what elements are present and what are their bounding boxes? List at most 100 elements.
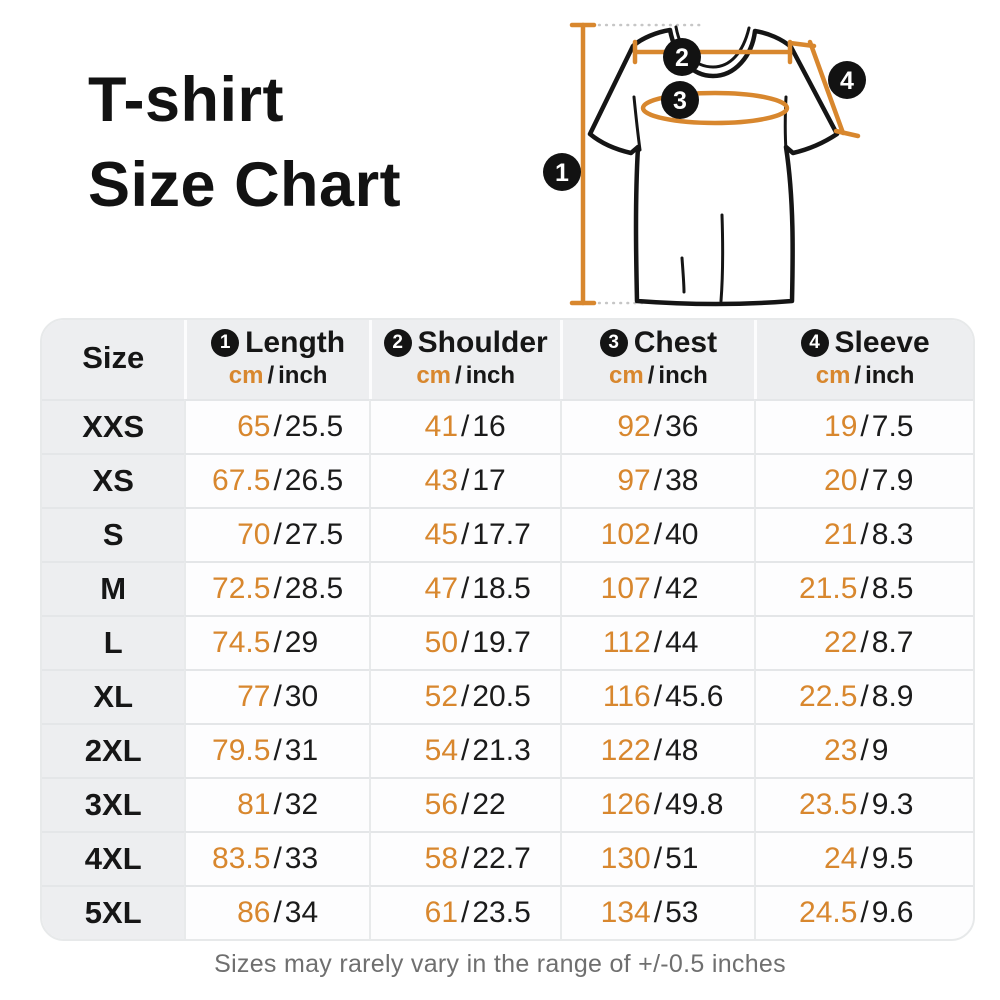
measurement-cell-chest: 97/38 (559, 453, 755, 507)
table-row: XXS 65/25.5 41/16 92/36 19/7.5 (42, 399, 973, 453)
table-row: 3XL 81/32 56/22 126/49.8 23.5/9.3 (42, 777, 973, 831)
measurement-cell-length: 74.5/29 (184, 615, 369, 669)
marker-2-icon: 2 (663, 38, 701, 76)
shoulder-label: Shoulder (417, 325, 548, 359)
marker-3-icon: 3 (661, 81, 699, 119)
shoulder-units: cm / inch (416, 361, 516, 389)
marker-4-badge-icon: 4 (800, 328, 829, 357)
marker-3-badge-icon: 3 (599, 328, 628, 357)
measurement-cell-sleeve: 24/9.5 (754, 831, 973, 885)
size-cell: 2XL (42, 723, 185, 777)
size-cell: L (42, 615, 185, 669)
shoulder-measure-line (632, 39, 793, 65)
measurement-cell-length: 86/34 (184, 885, 369, 939)
marker-1-badge-icon: 1 (211, 328, 240, 357)
size-cell: M (42, 561, 185, 615)
size-cell: XXS (42, 399, 185, 453)
length-units: cm / inch (228, 361, 328, 389)
measurement-cell-chest: 126/49.8 (559, 777, 755, 831)
size-table-container: Size 1 Length cm / inch (40, 318, 975, 941)
marker-4-icon: 4 (828, 61, 866, 99)
measurement-cell-shoulder: 61/23.5 (368, 885, 560, 939)
measurement-cell-shoulder: 45/17.7 (368, 507, 560, 561)
table-row: 2XL 79.5/31 54/21.3 122/48 23/9 (42, 723, 973, 777)
left-underarm-seam (632, 95, 642, 152)
sleeve-measure-line (787, 39, 861, 139)
measurement-cell-length: 65/25.5 (184, 399, 369, 453)
chest-units: cm / inch (609, 361, 708, 389)
table-row: XS 67.5/26.5 43/17 97/38 20/7.9 (42, 453, 973, 507)
size-column-header: Size (42, 320, 185, 399)
page-title-line1: T-shirt (88, 65, 285, 135)
measurement-cell-chest: 134/53 (559, 885, 755, 939)
measurement-cell-chest: 102/40 (559, 507, 755, 561)
size-table-body: XXS 65/25.5 41/16 92/36 19/7.5 XS 67.5/26.5 43/… (42, 399, 973, 939)
table-row: M 72.5/28.5 47/18.5 107/42 21.5/8.5 (42, 561, 973, 615)
tshirt-outline (587, 27, 840, 307)
size-table: Size 1 Length cm / inch (40, 318, 975, 941)
table-header-row: Size 1 Length cm / inch (42, 320, 973, 399)
size-cell: 4XL (42, 831, 185, 885)
measurement-cell-sleeve: 21/8.3 (754, 507, 973, 561)
measurement-cell-length: 77/30 (184, 669, 369, 723)
measurement-cell-shoulder: 52/20.5 (368, 669, 560, 723)
chest-column-header: 3 Chest cm / inch (559, 320, 755, 399)
table-row: 4XL 83.5/33 58/22.7 130/51 24/9.5 (42, 831, 973, 885)
measurement-cell-length: 67.5/26.5 (184, 453, 369, 507)
right-underarm-seam (783, 95, 788, 152)
measurement-cell-chest: 130/51 (559, 831, 755, 885)
measurement-cell-sleeve: 21.5/8.5 (754, 561, 973, 615)
svg-text:2: 2 (675, 44, 689, 72)
measurement-cell-shoulder: 58/22.7 (368, 831, 560, 885)
size-cell: 3XL (42, 777, 185, 831)
measurement-cell-shoulder: 54/21.3 (368, 723, 560, 777)
measurement-cell-length: 81/32 (184, 777, 369, 831)
length-label: Length (245, 325, 346, 359)
measurement-cell-shoulder: 56/22 (368, 777, 560, 831)
chest-label: Chest (633, 325, 718, 359)
size-cell: XS (42, 453, 185, 507)
sleeve-label: Sleeve (834, 325, 930, 359)
table-row: 5XL 86/34 61/23.5 134/53 24.5/9.6 (42, 885, 973, 939)
table-row: XL 77/30 52/20.5 116/45.6 22.5/8.9 (42, 669, 973, 723)
measurement-cell-chest: 107/42 (559, 561, 755, 615)
length-measure-line (569, 22, 597, 306)
measurement-cell-length: 70/27.5 (184, 507, 369, 561)
length-column-header: 1 Length cm / inch (184, 320, 369, 399)
wrinkle-line-long (719, 213, 725, 303)
measurement-cell-shoulder: 43/17 (368, 453, 560, 507)
measurement-cell-chest: 92/36 (559, 399, 755, 453)
measurement-cell-sleeve: 23/9 (754, 723, 973, 777)
measurement-cell-sleeve: 24.5/9.6 (754, 885, 973, 939)
measurement-cell-sleeve: 20/7.9 (754, 453, 973, 507)
tshirt-measurement-diagram: 1 2 3 4 (543, 22, 866, 307)
measurement-cell-length: 72.5/28.5 (184, 561, 369, 615)
svg-text:4: 4 (840, 67, 854, 95)
sleeve-column-header: 4 Sleeve cm / inch (754, 320, 973, 399)
svg-text:1: 1 (555, 159, 569, 187)
marker-1-icon: 1 (543, 153, 581, 191)
measurement-cell-shoulder: 47/18.5 (368, 561, 560, 615)
shoulder-column-header: 2 Shoulder cm / inch (368, 320, 560, 399)
measurement-cell-sleeve: 19/7.5 (754, 399, 973, 453)
measurement-cell-chest: 122/48 (559, 723, 755, 777)
svg-text:3: 3 (673, 87, 687, 115)
page-title-line2: Size Chart (88, 150, 402, 220)
measurement-cell-chest: 112/44 (559, 615, 755, 669)
chest-measure-ellipse (640, 90, 790, 126)
size-cell: 5XL (42, 885, 185, 939)
table-row: S 70/27.5 45/17.7 102/40 21/8.3 (42, 507, 973, 561)
measurement-cell-chest: 116/45.6 (559, 669, 755, 723)
measurement-cell-sleeve: 23.5/9.3 (754, 777, 973, 831)
sleeve-units: cm / inch (815, 361, 915, 389)
wrinkle-line-short (680, 256, 686, 294)
measurement-cell-shoulder: 50/19.7 (368, 615, 560, 669)
measurement-cell-sleeve: 22.5/8.9 (754, 669, 973, 723)
table-row: L 74.5/29 50/19.7 112/44 22/8.7 (42, 615, 973, 669)
marker-2-badge-icon: 2 (383, 328, 412, 357)
page-title: T-shirt Size Chart (88, 58, 401, 228)
size-cell: S (42, 507, 185, 561)
measurement-cell-length: 83.5/33 (184, 831, 369, 885)
measurement-cell-length: 79.5/31 (184, 723, 369, 777)
